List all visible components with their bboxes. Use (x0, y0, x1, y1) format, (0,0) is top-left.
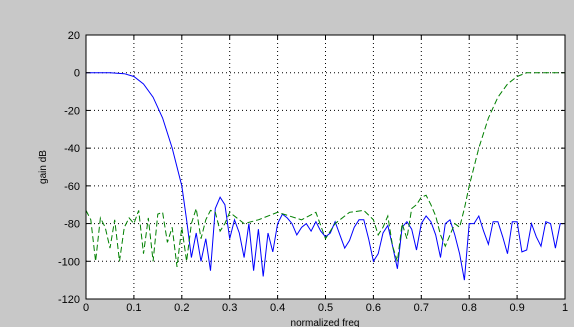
x-tick-label: 0.1 (126, 302, 141, 314)
x-tick-label: 0 (83, 302, 89, 314)
y-tick-label: -80 (64, 219, 80, 231)
plot-frame (85, 34, 566, 300)
y-tick-label: -40 (64, 143, 80, 155)
x-tick-label: 0.5 (318, 302, 333, 314)
x-tick-label: 0.2 (174, 302, 189, 314)
y-tick-label: -20 (64, 105, 80, 117)
x-tick-label: 0.9 (509, 302, 524, 314)
y-tick-label: 0 (74, 68, 80, 80)
x-tick-label: 1 (562, 302, 568, 314)
y-tick-label: -100 (58, 256, 80, 268)
y-tick-label: -60 (64, 181, 80, 193)
y-tick-label: 20 (68, 30, 80, 42)
y-tick-label: -120 (58, 294, 80, 306)
series-line-blue (86, 72, 565, 281)
series-layer (86, 72, 565, 281)
x-tick-label: 0.8 (462, 302, 477, 314)
x-tick-label: 0.4 (270, 302, 285, 314)
x-axis-label: normalized freq (291, 318, 360, 327)
axis-ticks: 0 0.1 0.2 0.3 0.4 0.5 0.6 0.7 0.8 0.9 1 20 0 -20 -40 -6… (58, 30, 568, 314)
x-tick-label: 0.7 (414, 302, 429, 314)
x-tick-label: 0.6 (366, 302, 381, 314)
series-line-green-dashed (86, 72, 565, 267)
x-tick-label: 0.3 (222, 302, 237, 314)
y-axis-label: gain dB (38, 150, 49, 184)
grid-lines (86, 35, 565, 299)
